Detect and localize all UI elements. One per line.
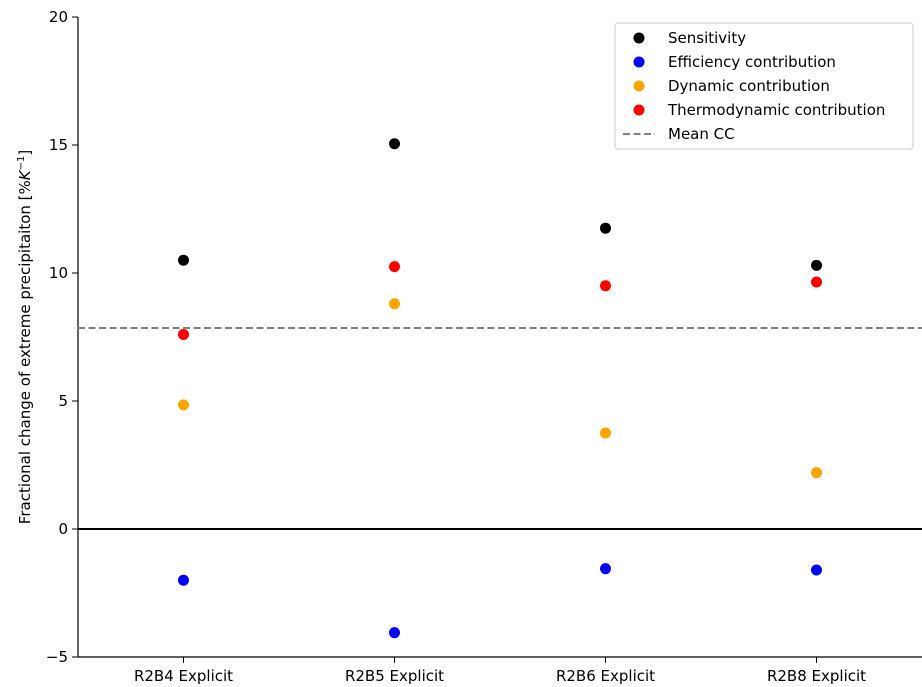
x-tick-label: R2B4 Explicit: [134, 667, 233, 685]
legend-marker-efficiency-contribution: [633, 56, 645, 68]
x-tick-label: R2B6 Explicit: [556, 667, 655, 685]
x-tick-label: R2B8 Explicit: [767, 667, 866, 685]
y-tick-label: 10: [49, 264, 68, 282]
point-efficiency-contribution: [811, 564, 822, 576]
point-thermodynamic-contribution: [811, 276, 822, 288]
point-sensitivity: [178, 254, 189, 266]
legend-label: Thermodynamic contribution: [667, 101, 885, 119]
y-tick-label: 5: [58, 392, 68, 410]
point-efficiency-contribution: [389, 627, 400, 639]
axes: [77, 17, 922, 658]
point-efficiency-contribution: [178, 574, 189, 586]
x-ticks: R2B4 Explicit R2B5 Explicit R2B6 Explicit R…: [134, 657, 866, 685]
y-tick-label: 20: [49, 8, 68, 26]
y-tick-label: −5: [46, 648, 68, 666]
legend-marker-thermodynamic-contribution: [633, 104, 645, 116]
point-dynamic-contribution: [389, 298, 400, 310]
legend-label: Efficiency contribution: [668, 53, 836, 71]
point-dynamic-contribution: [178, 399, 189, 411]
point-sensitivity: [811, 259, 822, 271]
y-tick-label: 0: [58, 520, 68, 538]
y-ticks: −5 0 5 10 15 20: [46, 8, 78, 666]
point-thermodynamic-contribution: [178, 328, 189, 340]
point-thermodynamic-contribution: [600, 280, 611, 292]
legend-label: Dynamic contribution: [668, 77, 830, 95]
y-axis-label: Fractional change of extreme precipitait…: [16, 150, 34, 524]
y-tick-label: 15: [49, 136, 68, 154]
point-dynamic-contribution: [811, 467, 822, 479]
point-thermodynamic-contribution: [389, 261, 400, 273]
point-dynamic-contribution: [600, 427, 611, 439]
legend-label: Mean CC: [668, 125, 735, 143]
x-tick-label: R2B5 Explicit: [345, 667, 444, 685]
legend-box: [614, 22, 914, 150]
reference-lines: [78, 327, 922, 530]
point-sensitivity: [600, 222, 611, 234]
legend-label: Sensitivity: [668, 29, 746, 47]
point-sensitivity: [389, 138, 400, 150]
data-points: [178, 138, 822, 639]
point-efficiency-contribution: [600, 563, 611, 575]
legend: Sensitivity Efficiency contribution Dynami…: [614, 22, 914, 150]
legend-marker-dynamic-contribution: [633, 80, 645, 92]
legend-marker-sensitivity: [633, 32, 645, 44]
